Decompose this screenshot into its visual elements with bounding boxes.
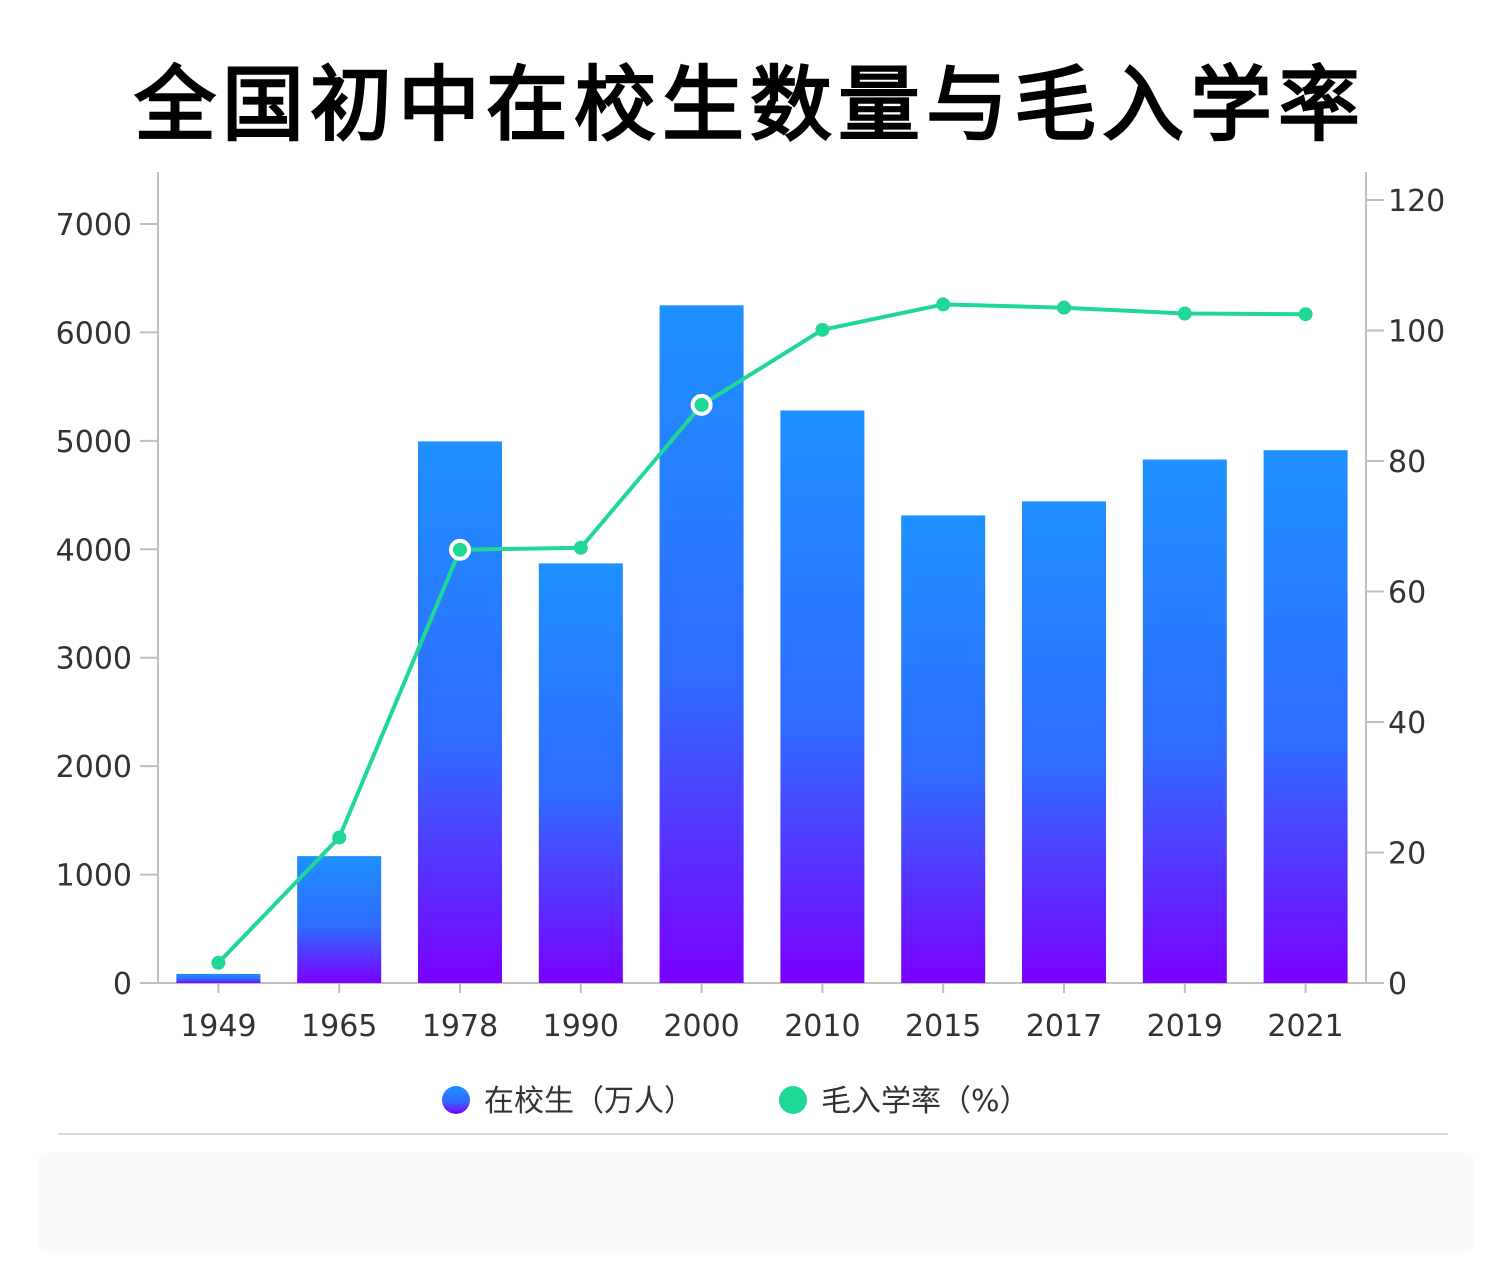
legend-marker-bar <box>442 1086 470 1114</box>
y-left-tick-label: 4000 <box>56 533 132 568</box>
axes-group: 0 1000 2000 3000 4000 5000 6000 7000 0 20 40 60 80 10… <box>56 172 1445 1002</box>
footer-panel <box>38 1152 1474 1252</box>
bar <box>297 856 382 983</box>
divider <box>58 1133 1448 1135</box>
line-point <box>211 955 226 970</box>
bar <box>538 563 623 983</box>
bar <box>418 441 502 983</box>
y-left-tick-label: 7000 <box>56 208 132 243</box>
x-tick-label: 2021 <box>1267 1009 1343 1044</box>
x-tick-label: 1965 <box>301 1009 377 1044</box>
x-labels-group: 1949 1965 1978 1990 2000 2010 2015 2017 2019 2021 <box>180 1009 1344 1044</box>
line-series <box>216 302 1306 965</box>
x-tick-label: 2019 <box>1147 1009 1223 1044</box>
y-right-tick-label: 120 <box>1388 184 1445 219</box>
line-point <box>815 322 830 337</box>
y-left-tick-label: 5000 <box>56 425 132 460</box>
bar <box>1142 459 1227 984</box>
y-left-tick-label: 0 <box>113 967 132 1002</box>
legend-label-bar: 在校生（万人） <box>484 1084 694 1119</box>
y-left-tick-label: 6000 <box>56 316 132 351</box>
legend-label-line: 毛入学率（%） <box>821 1084 1030 1119</box>
bars-group <box>176 305 1348 984</box>
bar <box>1263 450 1348 983</box>
x-tick-label: 1949 <box>180 1009 256 1044</box>
y-right-tick-label: 60 <box>1388 576 1426 611</box>
bar <box>901 515 986 983</box>
x-tick-label: 2000 <box>663 1009 739 1044</box>
y-right-tick-label: 80 <box>1388 445 1426 480</box>
x-tick-label: 1990 <box>543 1009 619 1044</box>
y-left-tick-label: 3000 <box>56 642 132 677</box>
x-tick-label: 1978 <box>422 1009 498 1044</box>
x-tick-label: 2015 <box>905 1009 981 1044</box>
y-right-tick-label: 0 <box>1388 967 1407 1002</box>
y-right-tick-label: 20 <box>1388 837 1426 872</box>
line-group <box>211 297 1313 970</box>
y-right-tick-label: 100 <box>1388 315 1445 350</box>
x-tick-label: 2010 <box>784 1009 860 1044</box>
bar <box>780 410 865 983</box>
bar <box>176 973 261 983</box>
bar <box>1022 501 1106 983</box>
line-point <box>1298 307 1313 322</box>
x-tick-label: 2017 <box>1026 1009 1102 1044</box>
line-point <box>449 538 471 561</box>
y-left-tick-label: 1000 <box>56 859 132 894</box>
legend-marker-line <box>779 1086 807 1114</box>
line-point <box>1057 300 1071 315</box>
line-point <box>690 393 713 416</box>
bar <box>659 305 744 984</box>
line-point <box>936 297 951 312</box>
line-point <box>573 540 588 555</box>
chart-title: 全国初中在校生数量与毛入学率 <box>133 58 1366 153</box>
line-point <box>332 830 347 845</box>
y-left-tick-label: 2000 <box>56 750 132 785</box>
y-right-tick-label: 40 <box>1388 706 1426 741</box>
line-point <box>1177 306 1192 321</box>
legend: 在校生（万人） 毛入学率（%） <box>442 1084 1030 1119</box>
